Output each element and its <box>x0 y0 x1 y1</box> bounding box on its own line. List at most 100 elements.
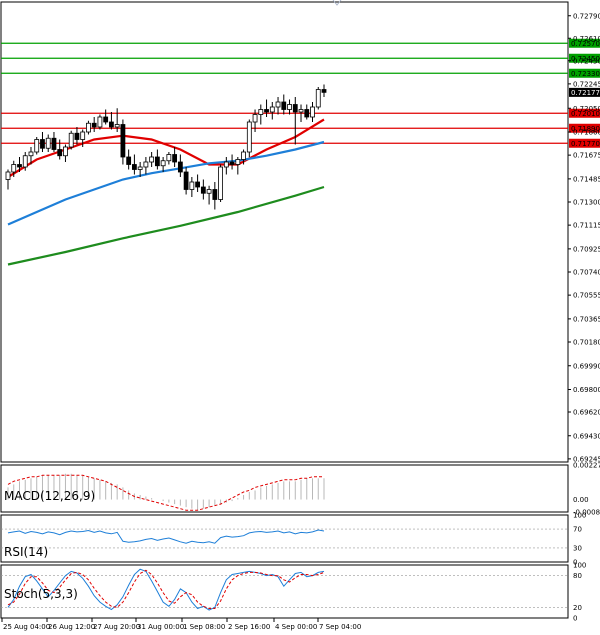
candle <box>235 157 241 175</box>
stoch-panel-frame <box>0 564 569 619</box>
candle <box>246 119 252 157</box>
candle <box>241 149 246 165</box>
price-tick-label: 0.70925 <box>573 245 600 253</box>
level-price-tag <box>569 108 600 118</box>
level-price-label: 0.72010 <box>571 110 600 118</box>
stoch-tick-label: 0 <box>573 615 577 623</box>
price-tick-label: 0.70180 <box>573 339 600 347</box>
candle <box>143 157 149 175</box>
current-price-label: 0.72177 <box>571 89 600 97</box>
level-price-label: 0.71770 <box>571 140 600 148</box>
level-price-label: 0.72570 <box>571 40 600 48</box>
candle <box>304 104 310 120</box>
time-tick-label: 2 Sep 16:00 <box>228 623 270 631</box>
candle <box>310 102 315 122</box>
price-tick-label: 0.69620 <box>573 409 600 417</box>
rsi-label: RSI(14) <box>4 545 48 559</box>
candle <box>200 179 206 200</box>
candle <box>281 94 287 115</box>
stoch-label: Stoch(5,3,3) <box>4 587 78 601</box>
level-price-tag <box>569 138 600 148</box>
moving-average-line-3 <box>7 185 325 266</box>
candle <box>34 137 40 155</box>
price-tick-label: 0.71860 <box>573 129 600 137</box>
level-price-tag <box>569 53 600 63</box>
macd-label: MACD(12,26,9) <box>4 489 95 503</box>
candle <box>131 154 137 175</box>
level-price-tag <box>569 68 600 78</box>
stoch-tick-label: 100 <box>573 562 586 570</box>
rsi-tick-label: 70 <box>573 526 582 534</box>
candle <box>51 132 57 152</box>
candle <box>172 147 178 167</box>
candle <box>120 119 126 165</box>
stoch-tick-label: 20 <box>573 604 582 612</box>
time-tick-label: 25 Aug 04:00 <box>3 623 50 631</box>
candle <box>189 177 195 197</box>
time-tick-label: 1 Sep 08:00 <box>183 623 225 631</box>
candle <box>28 147 34 165</box>
current-price-tag <box>569 87 600 97</box>
candle <box>315 87 321 110</box>
candle <box>149 152 155 167</box>
time-tick-label: 4 Sep 00:00 <box>275 623 317 631</box>
candle <box>223 157 229 175</box>
candle <box>321 84 327 97</box>
candle <box>206 185 212 205</box>
macd-tick-label: 0.00 <box>573 496 589 504</box>
candle <box>252 109 258 132</box>
price-tick-label: 0.72050 <box>573 105 600 113</box>
stoch-main-line <box>7 568 325 611</box>
price-tick-label: 0.71115 <box>573 222 600 230</box>
price-tick-label: 0.72790 <box>573 12 600 20</box>
price-tick-label: 0.70740 <box>573 269 600 277</box>
price-panel-frame <box>0 1 569 463</box>
candle <box>74 127 80 145</box>
candle <box>22 152 28 171</box>
shift-marker-icon <box>332 0 342 6</box>
rsi-panel-frame <box>0 514 569 563</box>
candle <box>11 160 17 177</box>
rsi-line <box>7 529 325 544</box>
candle <box>264 99 269 117</box>
moving-average-line-2 <box>7 140 325 226</box>
macd-signal-line <box>7 474 324 511</box>
level-price-tag <box>569 123 600 133</box>
level-price-label: 0.72330 <box>571 70 600 78</box>
candle <box>114 108 120 132</box>
price-tick-label: 0.72610 <box>573 35 600 43</box>
candle <box>45 134 51 152</box>
stoch-signal-line <box>7 569 325 609</box>
time-tick-label: 27 Aug 20:00 <box>93 623 140 631</box>
candle <box>17 157 22 172</box>
candle <box>40 132 45 152</box>
candle <box>269 102 275 120</box>
candle <box>154 149 160 170</box>
price-tick-label: 0.70555 <box>573 292 600 300</box>
candle <box>137 162 143 177</box>
candle <box>80 129 86 147</box>
rsi-tick-label: 30 <box>573 544 582 552</box>
macd-tick-label: -0.00082 <box>573 509 600 517</box>
price-tick-label: 0.69800 <box>573 386 600 394</box>
macd-tick-label: 0.002276 <box>573 462 600 470</box>
candle <box>298 104 304 122</box>
rsi-tick-label: 100 <box>573 512 586 520</box>
price-tick-label: 0.69990 <box>573 362 600 370</box>
candle <box>292 97 298 145</box>
candle <box>5 169 11 190</box>
level-price-label: 0.71890 <box>571 125 600 133</box>
price-tick-label: 0.72245 <box>573 80 600 88</box>
level-price-label: 0.72450 <box>571 55 600 63</box>
price-tick-label: 0.71300 <box>573 199 600 207</box>
time-tick-label: 7 Sep 04:00 <box>319 623 361 631</box>
time-tick-label: 31 Aug 00:00 <box>137 623 184 631</box>
candle <box>126 149 132 170</box>
candle <box>183 167 189 195</box>
candle <box>218 164 223 202</box>
price-tick-label: 0.70365 <box>573 315 600 323</box>
price-tick-label: 0.69245 <box>573 455 600 463</box>
candle <box>160 157 166 172</box>
candle <box>287 99 292 115</box>
